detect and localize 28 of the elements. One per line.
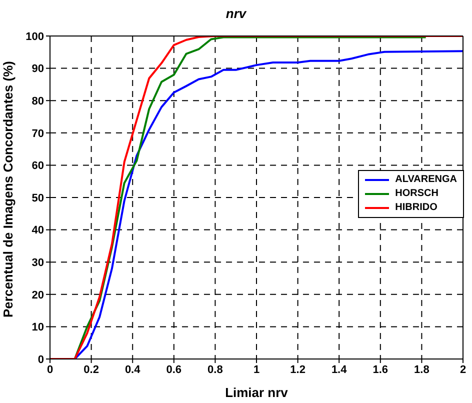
x-axis-title: Limiar nrv [225, 385, 289, 400]
y-tick-label: 50 [32, 192, 44, 204]
x-tick-label: 2 [460, 364, 466, 376]
x-tick-label: 0.8 [208, 364, 223, 376]
y-tick-label: 100 [26, 30, 44, 43]
y-tick-label: 60 [32, 160, 44, 172]
x-tick-label: 1.6 [372, 364, 388, 376]
y-tick-label: 90 [32, 63, 44, 76]
y-tick-label: 10 [32, 322, 44, 334]
x-tick-label: 0 [46, 364, 54, 376]
y-tick-label: 0 [38, 354, 44, 366]
x-tick-label: 0.4 [124, 364, 142, 376]
x-tick-label: 0.2 [84, 364, 99, 376]
y-tick-label: 30 [32, 257, 44, 270]
y-tick-label: 40 [32, 224, 44, 237]
y-tick-label: 70 [32, 128, 44, 140]
x-tick-label: 1.2 [290, 364, 306, 376]
y-tick-label: 20 [32, 289, 44, 302]
legend-label: HIBRIDO [395, 201, 438, 215]
legend-label: ALVARENGA [395, 173, 457, 187]
legend-label: HORSCH [395, 187, 438, 201]
x-tick-label: 1.4 [331, 364, 348, 376]
x-tick-label: 0.6 [166, 364, 182, 376]
chart-title: nrv [224, 6, 248, 21]
y-axis-title: Percentual de Imagens Concordantes (%) [0, 61, 16, 318]
x-tick-label: 1 [253, 364, 260, 376]
y-tick-label: 80 [32, 96, 44, 108]
x-tick-label: 1.8 [414, 364, 430, 376]
